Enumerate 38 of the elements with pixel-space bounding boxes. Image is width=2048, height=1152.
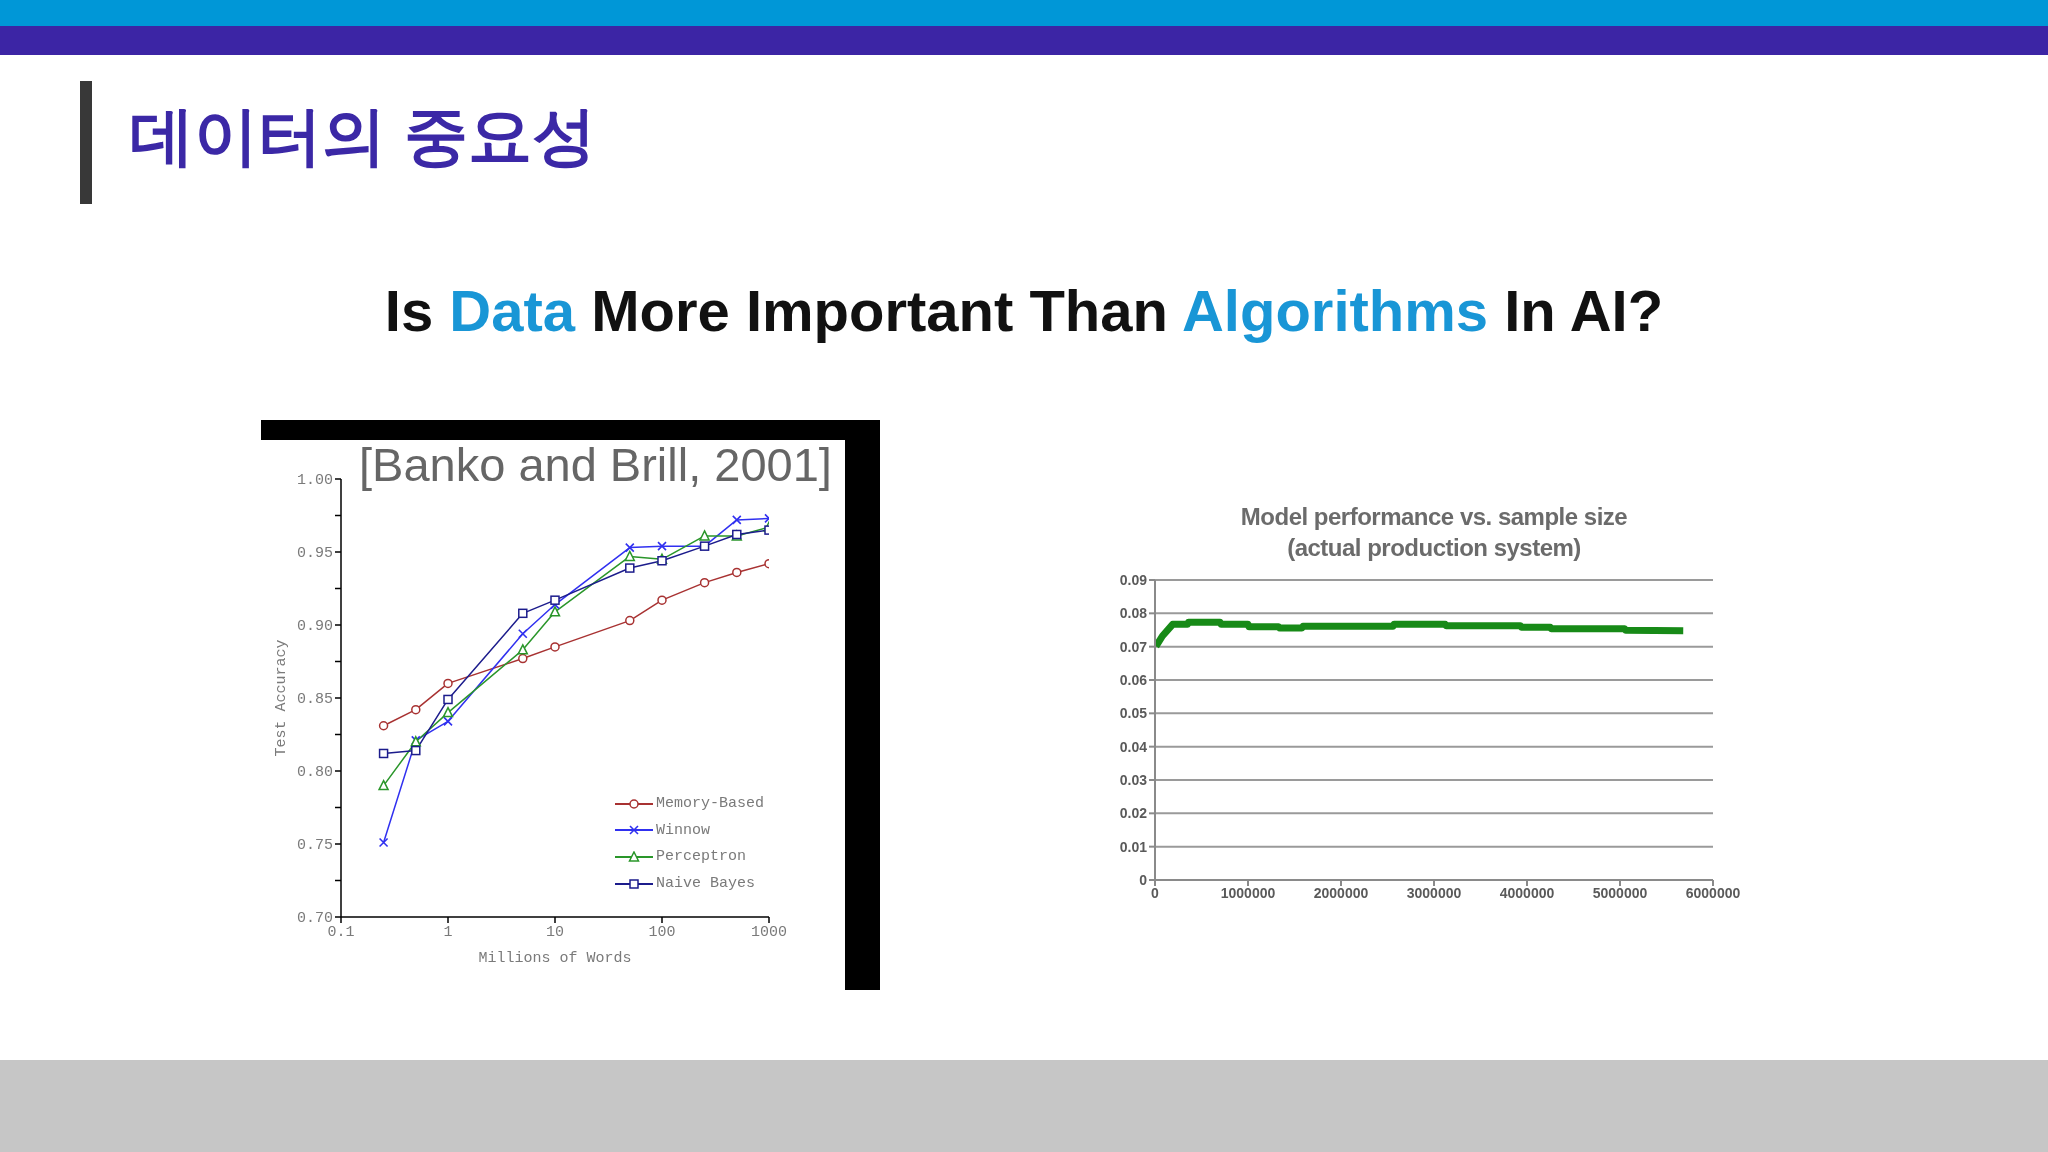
- x-tick-label: 10: [545, 923, 565, 941]
- y-tick-label: 0.75: [296, 837, 333, 855]
- x-tick-label: 5000000: [1592, 884, 1648, 901]
- y-tick-label: 0.90: [296, 618, 333, 636]
- legend-label: Winnow: [655, 821, 710, 839]
- legend-label: Naive Bayes: [655, 875, 755, 893]
- y-tick-label: 0.02: [1119, 805, 1148, 822]
- x-tick-label: 3000000: [1406, 884, 1462, 901]
- y-tick-label: 0.85: [296, 691, 333, 709]
- y-tick-label: 0.07: [1119, 638, 1148, 655]
- x-tick-label: 1: [443, 923, 453, 941]
- annotation: [Banko and Brill, 2001]: [359, 438, 832, 491]
- y-tick-label: 0.80: [296, 764, 333, 782]
- x-tick-label: 6000000: [1685, 884, 1741, 901]
- x-tick-label: 1000: [750, 923, 788, 941]
- y-tick-label: 0.05: [1119, 705, 1148, 722]
- x-tick-label: 2000000: [1313, 884, 1369, 901]
- y-axis-title: Test Accuracy: [273, 639, 291, 757]
- y-tick-label: 0.03: [1119, 771, 1148, 788]
- x-tick-label: 0: [1151, 884, 1160, 901]
- y-tick-label: 0.01: [1119, 838, 1148, 855]
- x-tick-label: 1000000: [1220, 884, 1276, 901]
- y-tick-label: 0: [1139, 871, 1148, 888]
- x-tick-label: 4000000: [1499, 884, 1555, 901]
- text: Is Data More Important Than Algorithms In AI?: [384, 278, 1664, 343]
- y-tick-label: 1.00: [296, 472, 333, 490]
- y-tick-label: 0.08: [1119, 605, 1148, 622]
- x-tick-label: 0.1: [327, 923, 355, 941]
- y-tick-label: 0.06: [1119, 671, 1148, 688]
- x-tick-label: 100: [648, 923, 676, 941]
- y-tick-label: 0.04: [1119, 738, 1148, 755]
- y-tick-label: 0.95: [296, 545, 333, 563]
- y-tick-label: 0.09: [1119, 571, 1148, 588]
- legend-label: Perceptron: [655, 848, 746, 866]
- chart-title: Model performance vs. sample size (actual production system): [1239, 502, 1629, 563]
- legend-label: Memory-Based: [655, 795, 764, 813]
- x-axis-title: Millions of Words: [478, 950, 632, 967]
- text: 데이터의 중요성: [130, 100, 596, 172]
